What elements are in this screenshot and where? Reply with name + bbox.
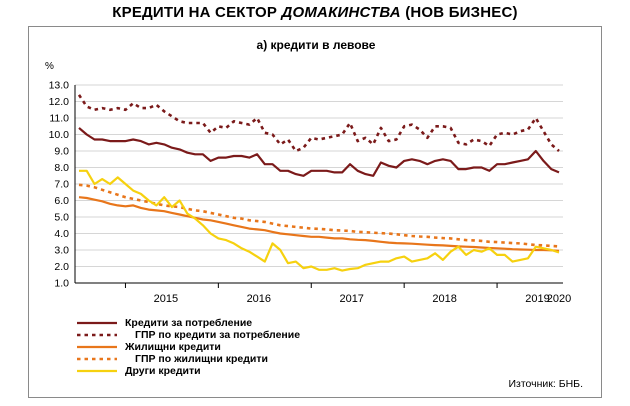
x-tick-label: 2019: [525, 293, 549, 305]
legend-swatch: [77, 369, 117, 373]
x-tick-label: 2020: [547, 293, 571, 305]
y-tick-label: 9.0: [54, 146, 69, 158]
y-tick-label: 1.0: [54, 278, 69, 290]
chart-title: а) кредити в левове: [256, 38, 376, 52]
y-tick-label: 3.0: [54, 245, 69, 257]
y-tick-label: 13.0: [49, 80, 70, 92]
series-line-1: [78, 127, 560, 177]
legend-swatch: [77, 321, 117, 325]
legend-swatch: [77, 357, 117, 361]
y-tick-label: 4.0: [54, 228, 69, 240]
x-tick-label: 2016: [247, 293, 271, 305]
page-title: КРЕДИТИ НА СЕКТОР ДОМАКИНСТВА (НОВ БИЗНЕ…: [112, 4, 518, 21]
series-line-4: [78, 183, 560, 248]
y-tick-label: 8.0: [54, 162, 69, 174]
legend-label: Жилищни кредити: [125, 341, 221, 353]
x-tick-label: 2017: [339, 293, 363, 305]
y-tick-label: 10.0: [49, 129, 70, 141]
y-tick-label: 12.0: [49, 96, 70, 108]
y-axis-unit: %: [45, 61, 54, 72]
y-tick-label: 2.0: [54, 261, 69, 273]
series-line-3: [78, 196, 560, 252]
line-chart: % 1.0 2.0 3.0 4.0 5.0 6.0 7.0 8.0 9.0 10.0 11.0 12.0…: [45, 61, 571, 305]
legend-swatch: [77, 333, 117, 337]
y-tick-label: 5.0: [54, 212, 69, 224]
y-tick-label: 11.0: [49, 113, 69, 125]
legend-swatch: [77, 345, 117, 349]
source-note: Източник: БНБ.: [508, 378, 583, 390]
x-tick-label: 2018: [432, 293, 456, 305]
legend-label: Други кредити: [125, 365, 201, 377]
legend-label: Кредити за потребление: [125, 317, 253, 329]
legend-label: ГПР по кредити за потребление: [135, 329, 301, 341]
y-tick-label: 7.0: [54, 179, 69, 191]
series-line-5: [79, 169, 560, 272]
y-tick-label: 6.0: [54, 195, 69, 207]
legend-label: ГПР по жилищни кредити: [135, 353, 268, 365]
x-tick-label: 2015: [154, 293, 178, 305]
series-line-2: [77, 94, 560, 153]
chart-panel: а) кредити в левове % 1.0 2.0 3.0 4.0 5.0 6.0 7…: [28, 26, 602, 398]
